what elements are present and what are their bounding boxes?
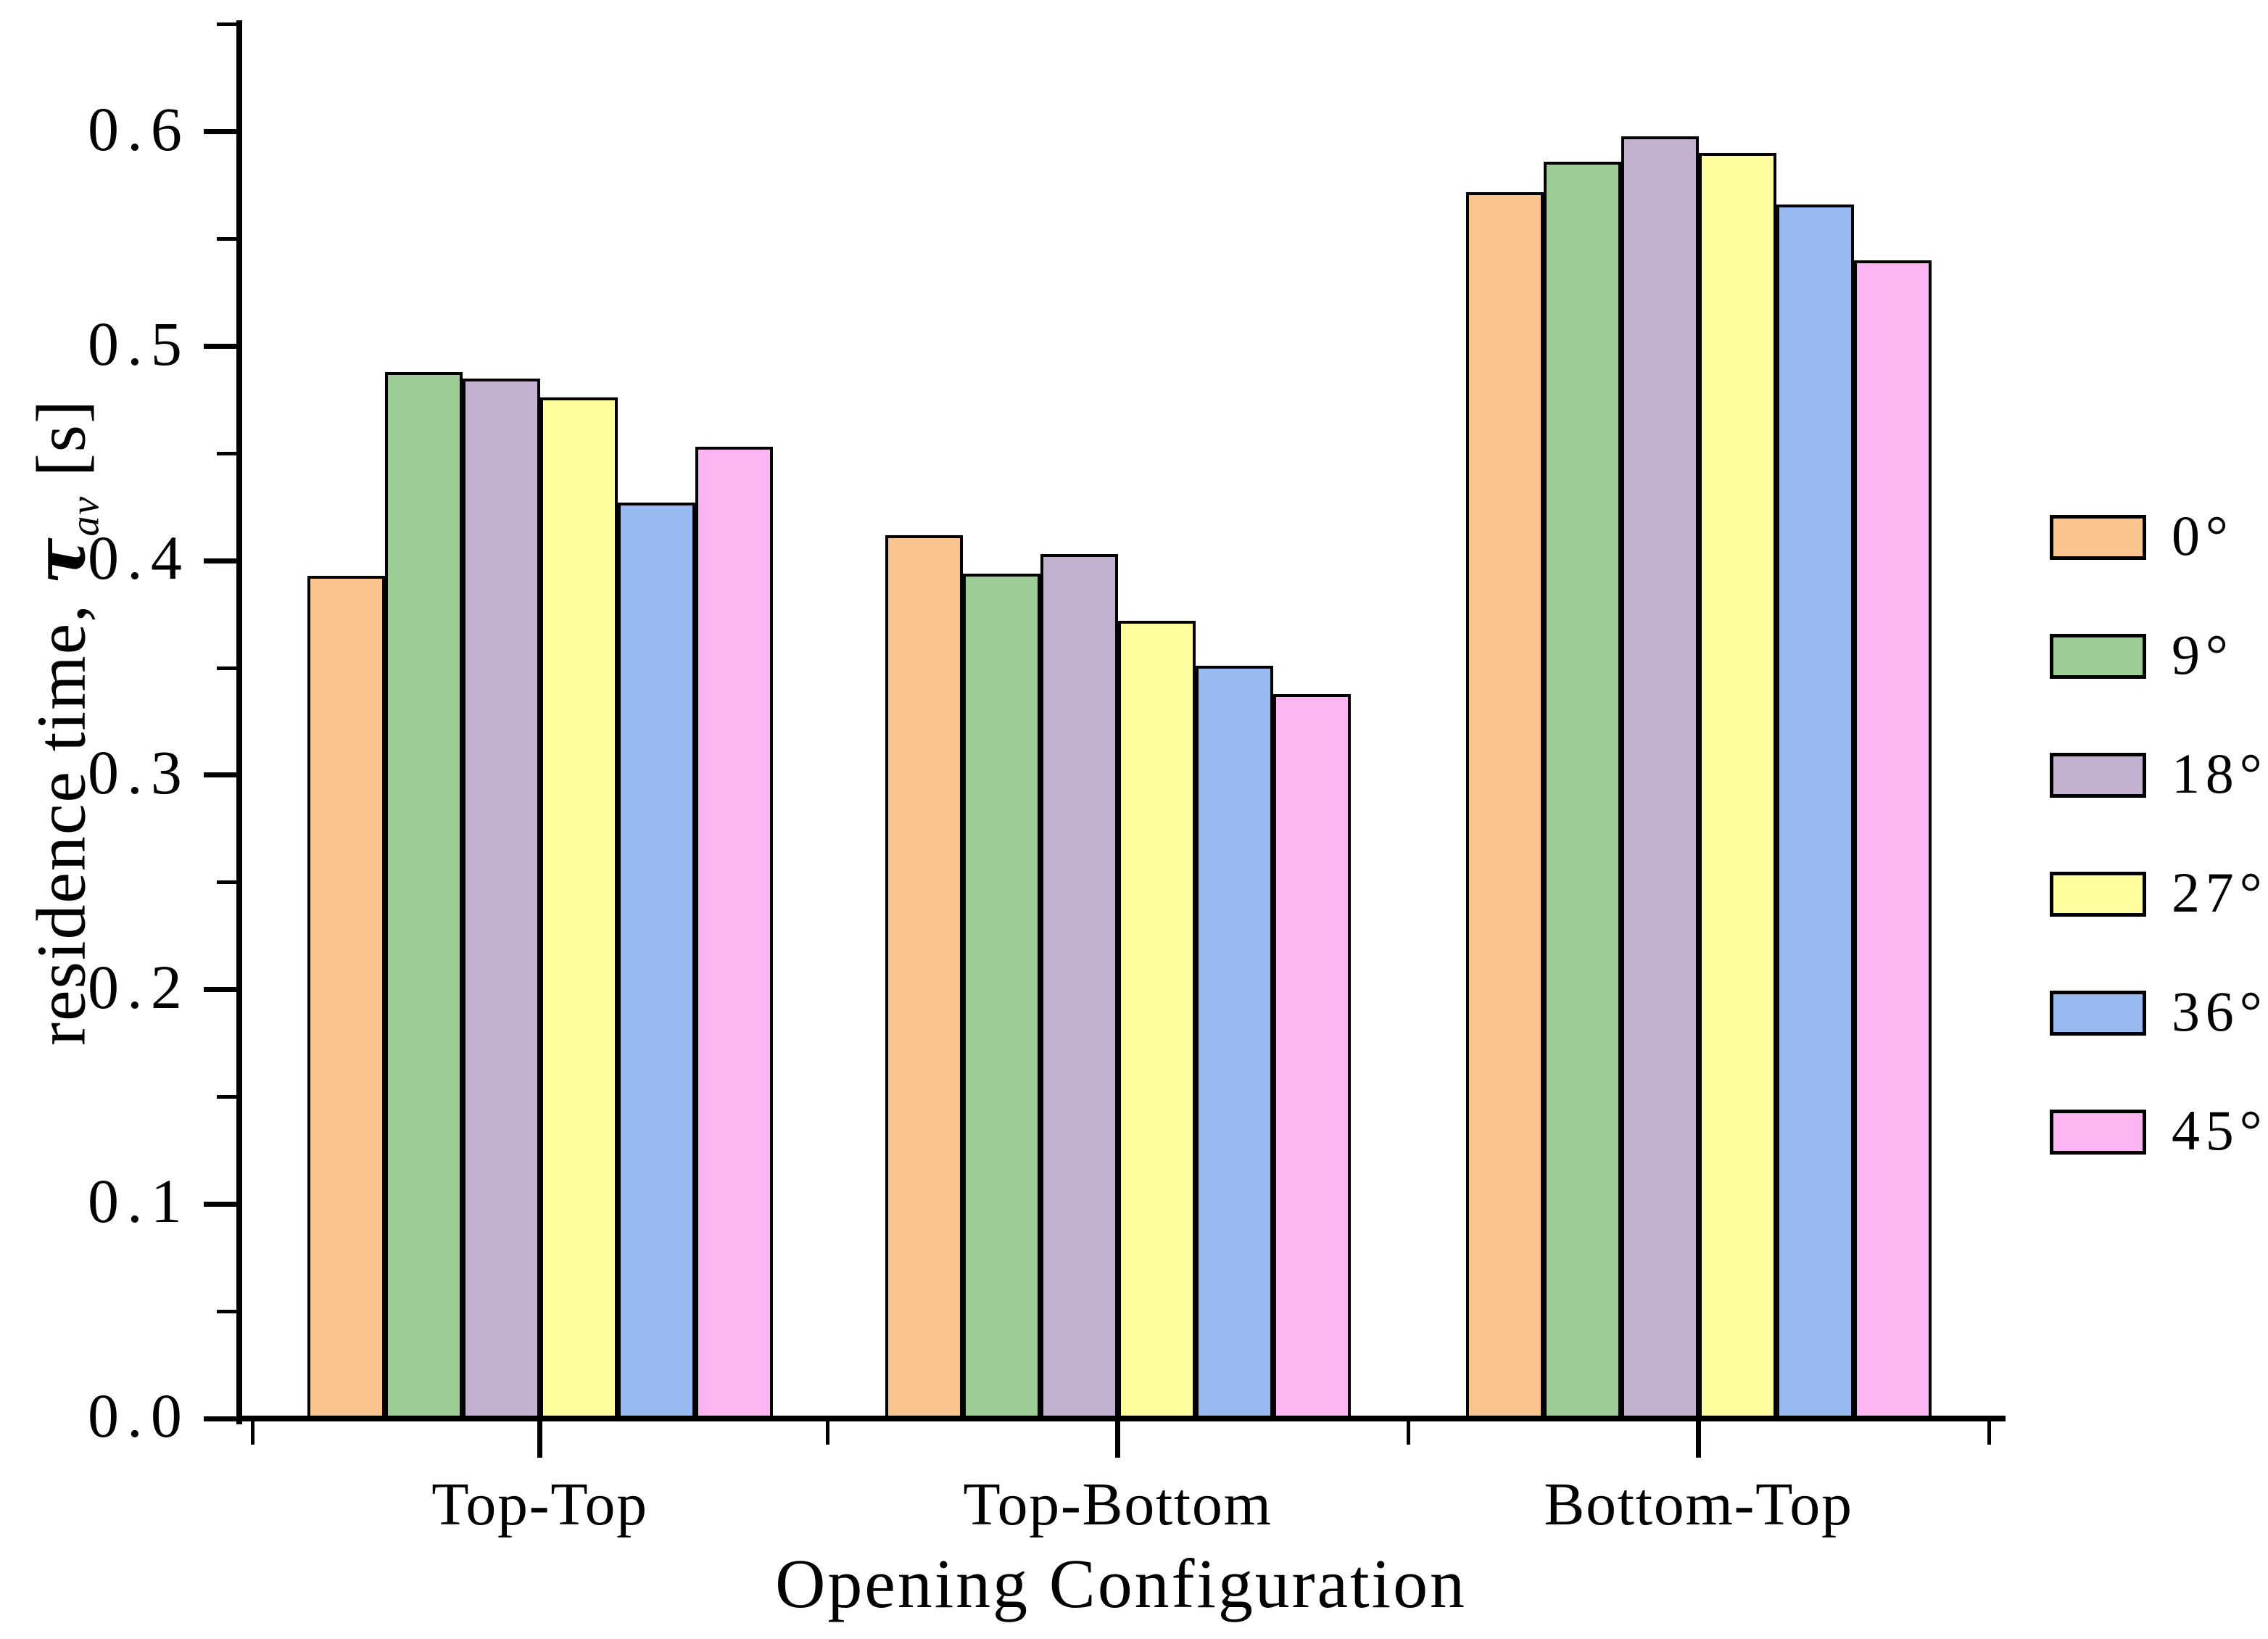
y-major-tick <box>204 344 236 349</box>
legend-label-9°: 9° <box>2172 623 2234 687</box>
y-minor-tick <box>217 451 236 455</box>
x-minor-tick <box>1987 1421 1991 1445</box>
bar-bottom-top-18° <box>1621 136 1699 1419</box>
y-minor-tick <box>217 1094 236 1099</box>
y-major-tick <box>204 1416 236 1421</box>
bar-top-bottom-0° <box>885 534 963 1419</box>
legend-label-18°: 18° <box>2172 742 2268 806</box>
y-axis-title-text: residence time, <box>22 585 100 1046</box>
x-category-label-top-bottom: Top-Bottom <box>963 1471 1272 1538</box>
legend-label-36°: 36° <box>2172 980 2268 1044</box>
y-tick-label: 0.6 <box>87 94 190 164</box>
x-minor-tick <box>1406 1421 1410 1445</box>
legend-swatch-18° <box>2050 753 2146 798</box>
y-tick-label: 0.4 <box>87 523 190 593</box>
bar-bottom-top-36° <box>1776 205 1854 1419</box>
y-axis-line <box>236 20 242 1424</box>
bar-top-bottom-9° <box>962 573 1040 1419</box>
bar-top-top-45° <box>695 447 773 1419</box>
y-axis-title: residence time, τav [s] <box>19 399 108 1046</box>
y-major-tick <box>204 129 236 135</box>
tau-symbol: τ <box>19 536 102 585</box>
x-minor-tick <box>250 1421 254 1445</box>
legend-swatch-9° <box>2050 634 2146 679</box>
legend-label-0°: 0° <box>2172 504 2234 568</box>
y-minor-tick <box>217 880 236 885</box>
bar-top-top-36° <box>617 503 695 1419</box>
x-minor-tick <box>825 1421 829 1445</box>
x-category-label-top-top: Top-Top <box>431 1471 648 1538</box>
bar-bottom-top-0° <box>1465 191 1544 1419</box>
legend-swatch-0° <box>2050 515 2146 560</box>
x-major-tick <box>537 1421 542 1458</box>
y-tick-label: 0.5 <box>87 308 190 379</box>
bar-top-bottom-45° <box>1272 693 1351 1419</box>
y-major-tick <box>204 987 236 993</box>
bar-top-bottom-27° <box>1117 620 1196 1419</box>
legend-swatch-36° <box>2050 991 2146 1036</box>
tau-subscript: av <box>62 495 108 537</box>
x-major-tick <box>1696 1421 1701 1458</box>
bar-bottom-top-9° <box>1543 162 1621 1419</box>
y-minor-tick <box>217 22 236 27</box>
y-axis-unit: [s] <box>22 399 100 496</box>
y-minor-tick <box>217 666 236 670</box>
y-major-tick <box>204 1201 236 1207</box>
y-tick-label: 0.3 <box>87 737 190 807</box>
bar-top-bottom-36° <box>1195 666 1273 1419</box>
y-minor-tick <box>217 237 236 241</box>
y-tick-label: 0.0 <box>87 1381 190 1450</box>
x-major-tick <box>1115 1421 1120 1458</box>
bar-top-top-27° <box>539 397 618 1419</box>
bar-top-top-9° <box>384 371 463 1419</box>
bar-bottom-top-45° <box>1853 260 1932 1419</box>
y-tick-label: 0.2 <box>87 951 190 1022</box>
y-major-tick <box>204 772 236 778</box>
bar-top-top-0° <box>307 575 385 1419</box>
legend-label-27°: 27° <box>2172 861 2268 925</box>
bar-top-bottom-18° <box>1040 554 1118 1419</box>
legend-swatch-45° <box>2050 1110 2146 1155</box>
x-axis-title: Opening Configuration <box>775 1545 1467 1622</box>
bar-top-top-18° <box>462 378 540 1419</box>
y-major-tick <box>204 558 236 563</box>
y-minor-tick <box>217 1309 236 1313</box>
x-category-label-bottom-top: Bottom-Top <box>1544 1471 1853 1538</box>
x-axis-line <box>236 1416 2006 1421</box>
legend-swatch-27° <box>2050 872 2146 917</box>
legend-label-45°: 45° <box>2172 1099 2268 1163</box>
y-tick-label: 0.1 <box>87 1166 190 1237</box>
bar-bottom-top-27° <box>1698 153 1776 1419</box>
